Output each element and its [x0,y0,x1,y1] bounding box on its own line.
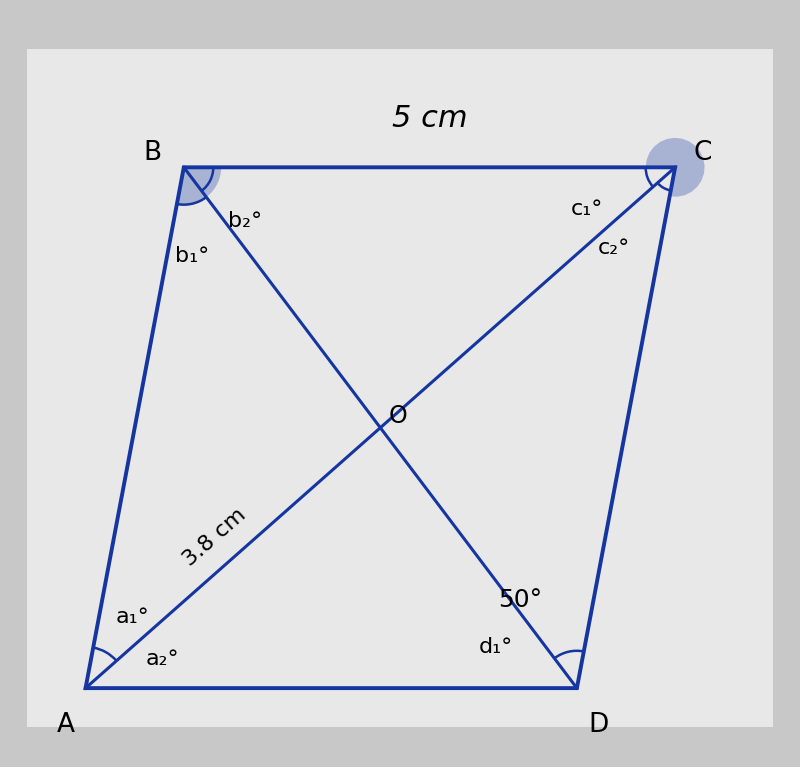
Text: A: A [57,713,75,739]
Text: b₂°: b₂° [228,212,262,232]
Text: d₁°: d₁° [479,637,514,657]
Text: O: O [389,404,407,428]
Text: b₁°: b₁° [174,245,209,265]
Text: a₂°: a₂° [146,649,179,669]
Polygon shape [26,49,774,727]
Text: a₁°: a₁° [116,607,150,627]
Text: 3.8 cm: 3.8 cm [179,505,250,570]
Polygon shape [646,138,705,196]
Text: c₂°: c₂° [598,238,630,258]
Text: D: D [588,713,609,739]
Text: 50°: 50° [498,588,542,611]
Text: B: B [143,140,162,166]
Text: c₁°: c₁° [570,199,603,219]
Polygon shape [177,167,221,205]
Text: 5 cm: 5 cm [392,104,467,133]
Text: C: C [694,140,712,166]
